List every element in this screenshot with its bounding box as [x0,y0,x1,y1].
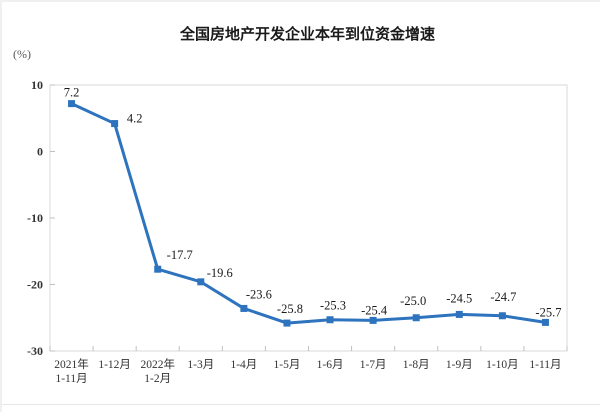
data-point-label: -25.4 [361,303,388,317]
data-point-label: 4.2 [127,112,143,126]
bottom-divider [2,404,600,405]
y-tick-label: -30 [27,344,43,358]
data-point-label: -25.3 [320,299,346,313]
x-tick-label: 1-11月 [529,359,561,371]
data-point-marker [412,314,420,322]
x-tick-label: 1-11月 [55,373,87,385]
x-tick-label: 1-3月 [187,359,214,371]
data-point-marker [68,100,76,108]
data-point-label: -25.8 [277,302,303,316]
y-tick-label: 0 [37,145,43,159]
data-point-marker [369,316,377,324]
x-tick-label: 1-12月 [98,359,131,371]
x-tick-label: 1-9月 [446,359,473,371]
data-point-marker [455,310,463,318]
data-point-marker [240,304,248,312]
x-tick-label: 2021年 [54,357,89,371]
x-tick-label: 1-2月 [144,373,171,385]
data-point-marker [283,319,291,327]
data-point-marker [541,318,549,326]
x-tick-label: 2022年 [140,357,175,371]
data-point-label: -17.7 [167,248,193,262]
series-line [70,102,547,325]
data-point-label: -25.7 [535,305,561,319]
x-tick-label: 1-4月 [230,359,257,371]
y-axis-unit-label: (%) [13,47,31,61]
data-point-marker [197,278,205,286]
data-point-label: -25.0 [400,294,426,308]
chart-title: 全国房地产开发企业本年到位资金增速 [179,26,435,43]
data-point-marker [498,312,506,320]
data-point-label: 7.2 [64,86,80,100]
data-point-label: -19.6 [207,266,233,280]
data-point-marker [326,316,334,324]
data-point-marker [111,120,119,128]
data-point-label: -24.7 [490,290,516,304]
x-tick-label: 1-10月 [486,359,519,371]
data-point-label: -23.6 [246,287,272,301]
y-tick-label: 10 [31,78,43,92]
y-tick-label: -10 [27,211,43,225]
y-tick-label: -20 [27,278,43,292]
x-tick-label: 1-6月 [317,359,344,371]
data-point-label: -24.5 [446,291,472,305]
x-tick-label: 1-7月 [360,359,387,371]
x-tick-label: 1-5月 [274,359,301,371]
data-point-marker [154,265,162,273]
x-tick-label: 1-8月 [403,359,430,371]
